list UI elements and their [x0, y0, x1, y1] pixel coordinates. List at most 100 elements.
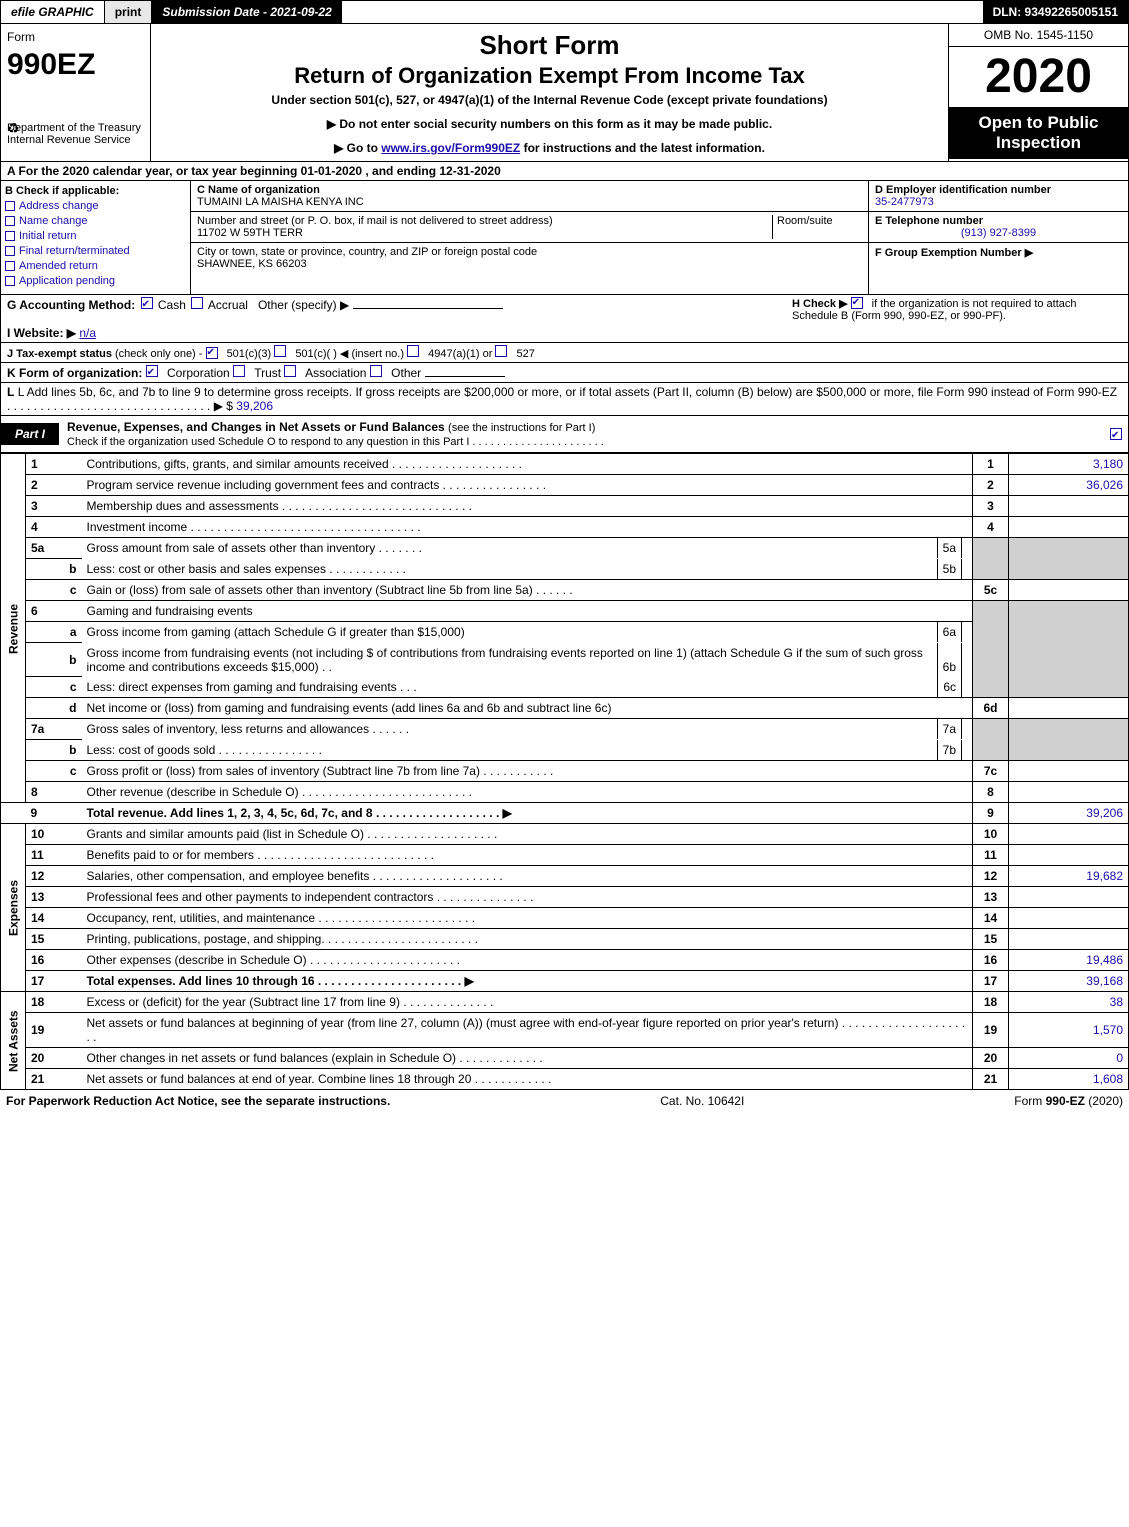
- street-val: 11702 W 59TH TERR: [197, 227, 303, 239]
- table-row: 6 Gaming and fundraising events: [1, 601, 1129, 622]
- chk-final-return[interactable]: Final return/terminated: [5, 245, 186, 257]
- lsn: 6a: [937, 622, 961, 642]
- k-other-field[interactable]: [425, 376, 505, 377]
- chk-corp[interactable]: [146, 365, 158, 377]
- chk-cash[interactable]: [141, 297, 153, 309]
- shade-cell: [973, 719, 1009, 761]
- ln: 20: [26, 1048, 58, 1069]
- chk-label: Final return/terminated: [19, 245, 130, 257]
- chk-address-change[interactable]: Address change: [5, 200, 186, 212]
- lsv: [961, 719, 972, 739]
- chk-initial-return[interactable]: Initial return: [5, 230, 186, 242]
- chk-label: Application pending: [19, 275, 115, 287]
- lines-table: Revenue 1 Contributions, gifts, grants, …: [0, 453, 1129, 1090]
- lsn: 7a: [937, 719, 961, 739]
- tax-year: 2020: [949, 47, 1128, 107]
- chk-4947[interactable]: [407, 345, 419, 357]
- lr: 20: [973, 1048, 1009, 1069]
- chk-name-change[interactable]: Name change: [5, 215, 186, 227]
- goto-post: for instructions and the latest informat…: [520, 141, 765, 155]
- chk-label: Amended return: [19, 260, 98, 272]
- l-text: L Add lines 5b, 6c, and 7b to line 9 to …: [7, 385, 1117, 413]
- chk-amended-return[interactable]: Amended return: [5, 260, 186, 272]
- ln: 3: [26, 496, 58, 517]
- ln: 14: [26, 908, 58, 929]
- ld: Gross income from gaming (attach Schedul…: [82, 622, 937, 642]
- chk-schedule-o[interactable]: [1110, 428, 1122, 440]
- j-501c: 501(c)( ) ◀ (insert no.): [295, 348, 404, 360]
- chk-other[interactable]: [370, 365, 382, 377]
- chk-accrual[interactable]: [191, 297, 203, 309]
- k-trust: Trust: [254, 366, 281, 380]
- lv: 36,026: [1009, 475, 1129, 496]
- part1-title: Revenue, Expenses, and Changes in Net As…: [59, 416, 612, 452]
- goto-link[interactable]: www.irs.gov/Form990EZ: [381, 141, 520, 155]
- phone-val: (913) 927-8399: [875, 227, 1122, 239]
- j-sub: (check only one) -: [115, 348, 205, 360]
- side-expenses: Expenses: [1, 824, 26, 992]
- ln: 21: [26, 1069, 58, 1090]
- footer-right: Form 990-EZ (2020): [1014, 1094, 1123, 1108]
- table-row: 8 Other revenue (describe in Schedule O)…: [1, 782, 1129, 803]
- ln: 8: [26, 782, 58, 803]
- table-row: 13 Professional fees and other payments …: [1, 887, 1129, 908]
- shade-cell: [973, 538, 1009, 580]
- i-label: I Website: ▶: [7, 326, 76, 340]
- ein-line: D Employer identification number 35-2477…: [869, 181, 1128, 212]
- lv: [1009, 908, 1129, 929]
- line-l: L L Add lines 5b, 6c, and 7b to line 9 t…: [0, 383, 1129, 416]
- group-exemption: F Group Exemption Number ▶: [869, 243, 1128, 262]
- part1-header: Part I Revenue, Expenses, and Changes in…: [0, 416, 1129, 453]
- lv: [1009, 698, 1129, 719]
- lsv: [961, 643, 972, 677]
- side-revenue: Revenue: [1, 454, 26, 803]
- table-row: 21 Net assets or fund balances at end of…: [1, 1069, 1129, 1090]
- lr: 4: [973, 517, 1009, 538]
- top-bar: efile GRAPHIC print Submission Date - 20…: [0, 0, 1129, 24]
- lv: 19,486: [1009, 950, 1129, 971]
- recycle-icon: ♻: [7, 120, 20, 137]
- j-label: J Tax-exempt status: [7, 348, 112, 360]
- chk-label: Initial return: [19, 230, 76, 242]
- part1-sub: (see the instructions for Part I): [448, 422, 595, 434]
- ln: d: [58, 698, 82, 719]
- table-row: Revenue 1 Contributions, gifts, grants, …: [1, 454, 1129, 475]
- table-row: 15 Printing, publications, postage, and …: [1, 929, 1129, 950]
- lr: 14: [973, 908, 1009, 929]
- title-return: Return of Organization Exempt From Incom…: [161, 63, 938, 89]
- table-row: 16 Other expenses (describe in Schedule …: [1, 950, 1129, 971]
- chk-application-pending[interactable]: Application pending: [5, 275, 186, 287]
- irs-label: Internal Revenue Service: [7, 134, 144, 146]
- lr: 7c: [973, 761, 1009, 782]
- ln: c: [58, 761, 82, 782]
- subtitle-section: Under section 501(c), 527, or 4947(a)(1)…: [161, 93, 938, 107]
- lsv: [961, 559, 972, 579]
- chk-501c3[interactable]: [206, 347, 218, 359]
- dept-treasury: Department of the Treasury: [7, 122, 144, 134]
- print-button[interactable]: print: [104, 1, 153, 23]
- c-label: C Name of organization: [197, 184, 320, 196]
- g-label: G Accounting Method:: [7, 298, 135, 312]
- d-label: D Employer identification number: [875, 184, 1051, 196]
- lsv: [961, 622, 972, 642]
- website-val[interactable]: n/a: [79, 326, 96, 340]
- ld: Other expenses (describe in Schedule O) …: [82, 950, 973, 971]
- chk-501c[interactable]: [274, 345, 286, 357]
- ld: Printing, publications, postage, and shi…: [82, 929, 973, 950]
- shade-cell: [1009, 601, 1129, 698]
- line-a-taxyear: A For the 2020 calendar year, or tax yea…: [0, 162, 1129, 181]
- lv: 38: [1009, 992, 1129, 1013]
- ln: 11: [26, 845, 58, 866]
- chk-h[interactable]: [851, 297, 863, 309]
- table-row: c Less: direct expenses from gaming and …: [1, 677, 1129, 698]
- chk-trust[interactable]: [233, 365, 245, 377]
- g-other-field[interactable]: [353, 308, 503, 309]
- lr: 21: [973, 1069, 1009, 1090]
- efile-label: efile GRAPHIC: [1, 1, 104, 23]
- chk-assoc[interactable]: [284, 365, 296, 377]
- table-row: c Gross profit or (loss) from sales of i…: [1, 761, 1129, 782]
- ld: Membership dues and assessments . . . . …: [82, 496, 973, 517]
- chk-527[interactable]: [495, 345, 507, 357]
- line-j: J Tax-exempt status (check only one) - 5…: [0, 343, 1129, 363]
- ld: Less: direct expenses from gaming and fu…: [82, 677, 938, 697]
